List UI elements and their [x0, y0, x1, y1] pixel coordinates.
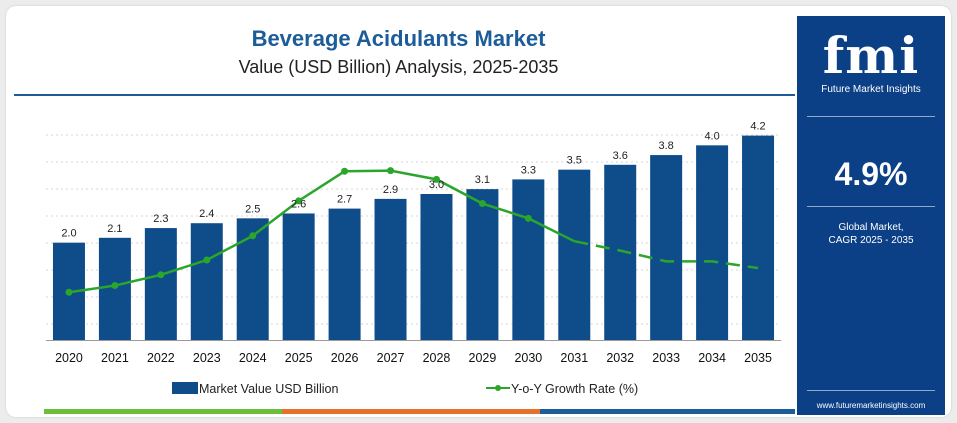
x-tick-label: 2030 [514, 351, 542, 365]
bar [742, 135, 775, 340]
bar-value-label: 2.0 [61, 228, 76, 240]
legend-line-marker [495, 385, 501, 391]
fmi-logo: fmi [822, 26, 920, 85]
growth-point [432, 175, 440, 183]
legend-line-label: Y-o-Y Growth Rate (%) [511, 382, 638, 396]
bar [282, 213, 315, 340]
growth-point [65, 288, 73, 296]
logo-subtitle: Future Market Insights [821, 84, 921, 95]
website-link[interactable]: www.futuremarketinsights.com [816, 401, 926, 410]
bar [374, 198, 407, 340]
cagr-label-market: Global Market, [838, 222, 904, 233]
growth-point [157, 271, 165, 279]
x-tick-label: 2028 [423, 351, 451, 365]
growth-point [111, 282, 119, 290]
x-tick-label: 2034 [698, 351, 726, 365]
x-tick-label: 2033 [652, 351, 680, 365]
bar [558, 169, 591, 340]
x-tick-label: 2020 [55, 351, 83, 365]
bar-value-label: 2.3 [153, 213, 168, 225]
x-tick-label: 2021 [101, 351, 129, 365]
growth-line-solid [68, 169, 575, 294]
bar [650, 155, 683, 340]
bar [604, 164, 637, 340]
bar [190, 223, 223, 340]
growth-point [249, 232, 257, 240]
growth-point [524, 214, 532, 222]
growth-point [295, 197, 303, 205]
bar-value-label: 3.6 [613, 150, 628, 162]
bar-value-label: 3.1 [475, 174, 490, 186]
bar [420, 194, 453, 340]
bar-value-label: 2.5 [245, 203, 260, 215]
growth-point [387, 167, 395, 175]
bar [512, 179, 545, 340]
bar [328, 208, 361, 340]
x-tick-label: 2031 [560, 351, 588, 365]
chart-subtitle: Value (USD Billion) Analysis, 2025-2035 [238, 57, 559, 77]
bar [696, 145, 729, 340]
x-tick-label: 2029 [469, 351, 497, 365]
x-tick-label: 2023 [193, 351, 221, 365]
title-divider [14, 94, 795, 96]
bar [144, 228, 177, 340]
legend-bar-swatch [172, 382, 198, 394]
info-panel: fmi Future Market Insights 4.9% Global M… [797, 16, 945, 415]
x-tick-label: 2027 [377, 351, 405, 365]
bar-value-label: 2.1 [107, 223, 122, 235]
x-tick-label: 2024 [239, 351, 267, 365]
bar-value-label: 2.7 [337, 194, 352, 206]
cagr-label-period: CAGR 2025 - 2035 [828, 235, 914, 246]
bottom-accent-orange [282, 409, 540, 414]
bar-value-label: 2.6 [291, 198, 306, 210]
bar-value-label: 3.3 [521, 164, 536, 176]
chart-title: Beverage Acidulants Market [251, 26, 546, 51]
panel-divider-bottom [807, 390, 935, 391]
bottom-accent-green [44, 409, 282, 414]
growth-line-dashed [574, 239, 759, 270]
x-tick-label: 2025 [285, 351, 313, 365]
legend-bar-label: Market Value USD Billion [199, 382, 338, 396]
cagr-value: 4.9% [834, 156, 908, 192]
bar-value-label: 2.4 [199, 208, 214, 220]
x-tick-label: 2026 [331, 351, 359, 365]
bar-value-label: 3.5 [567, 155, 582, 167]
bar-value-label: 3.0 [429, 179, 444, 191]
growth-point [478, 200, 486, 208]
x-tick-label: 2022 [147, 351, 175, 365]
growth-point [341, 167, 349, 175]
x-tick-label: 2035 [744, 351, 772, 365]
bar-value-label: 4.2 [750, 121, 765, 133]
panel-divider-top [807, 116, 935, 117]
bar [466, 189, 499, 340]
growth-point [203, 256, 211, 264]
bar-value-label: 3.8 [659, 140, 674, 152]
x-tick-label: 2032 [606, 351, 634, 365]
chart-card: Beverage Acidulants Market Value (USD Bi… [6, 6, 951, 417]
panel-divider-middle [807, 206, 935, 207]
bar-value-label: 2.9 [383, 184, 398, 196]
bar-value-label: 4.0 [704, 130, 719, 142]
chart-plot: 2.0 2.1 2.3 2.4 2.5 2.6 2.7 2.9 3.0 3.1 3.3 3.5 3.6 3… [46, 121, 781, 396]
bottom-accent-blue [540, 409, 795, 414]
